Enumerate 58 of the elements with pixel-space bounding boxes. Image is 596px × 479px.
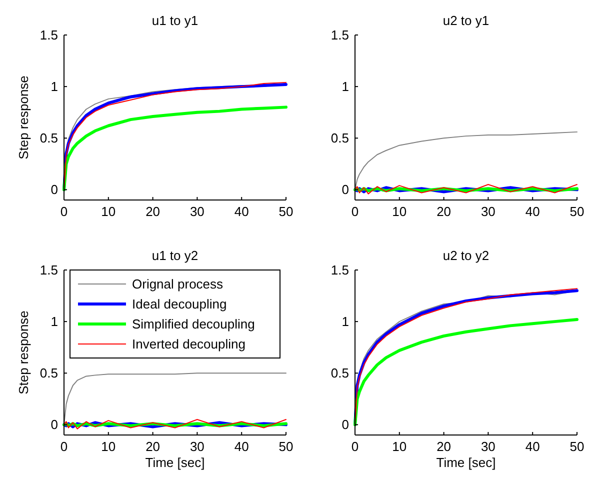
y-tick-label: 0 [50, 417, 58, 432]
line-series [64, 419, 286, 430]
y-tick-label: 0.5 [40, 130, 58, 146]
line-series [354, 318, 578, 426]
x-tick-label: 50 [278, 439, 294, 454]
y-tick-label: 0.5 [40, 366, 58, 381]
line-series [62, 106, 288, 192]
x-tick-label: 10 [101, 439, 116, 454]
legend-label: Ideal decoupling [132, 296, 227, 312]
x-tick-label: 50 [570, 204, 584, 219]
x-tick-label: 20 [146, 204, 160, 219]
y-axis-title: Step response [16, 76, 31, 160]
x-tick-label: 0 [60, 204, 68, 219]
chart-title: u1 to y1 [152, 13, 198, 28]
x-tick-label: 40 [234, 204, 249, 219]
legend-label: Simplified decoupling [132, 316, 255, 332]
y-tick-label: 0.5 [330, 130, 349, 146]
x-tick-label: 20 [146, 439, 160, 454]
x-tick-label: 40 [525, 439, 540, 454]
y-axis-title: Step response [16, 310, 31, 394]
x-tick-label: 50 [570, 439, 584, 454]
y-tick-label: 0 [342, 417, 349, 432]
y-tick-label: 1 [50, 79, 58, 94]
x-tick-label: 30 [190, 439, 204, 454]
x-tick-label: 0 [60, 439, 68, 454]
x-tick-label: 0 [351, 439, 359, 454]
x-tick-label: 10 [392, 204, 407, 219]
line-series [354, 184, 578, 194]
y-tick-label: 1.5 [330, 28, 349, 43]
line-series [64, 372, 286, 426]
legend-label: Inverted decoupling [132, 336, 246, 352]
y-tick-label: 0 [50, 182, 58, 198]
y-tick-label: 1 [342, 79, 349, 94]
y-tick-label: 1.5 [40, 28, 58, 43]
y-tick-label: 0 [342, 182, 349, 198]
x-tick-label: 20 [436, 439, 452, 454]
x-tick-label: 20 [436, 204, 452, 219]
chart-title: u2 to y2 [442, 248, 490, 263]
y-tick-label: 1 [342, 314, 349, 330]
line-series [354, 131, 578, 190]
legend-label: Orignal process [132, 276, 224, 292]
x-tick-label: 30 [480, 439, 496, 454]
y-tick-label: 1.5 [330, 262, 349, 278]
x-tick-label: 50 [278, 204, 294, 219]
y-tick-label: 1.5 [40, 262, 58, 278]
x-tick-label: 30 [190, 204, 204, 219]
chart-title: u2 to y1 [442, 13, 490, 28]
x-tick-label: 40 [234, 439, 249, 454]
x-tick-label: 30 [480, 204, 496, 219]
y-tick-label: 0.5 [330, 366, 349, 381]
x-tick-label: 40 [525, 204, 540, 219]
x-axis-title: Time [sec] [436, 455, 496, 470]
x-axis-title: Time [sec] [145, 455, 205, 470]
y-tick-label: 1 [50, 314, 58, 330]
x-tick-label: 10 [392, 439, 407, 454]
x-tick-label: 10 [101, 204, 116, 219]
x-tick-label: 0 [351, 204, 359, 219]
chart-title: u1 to y2 [152, 248, 198, 263]
